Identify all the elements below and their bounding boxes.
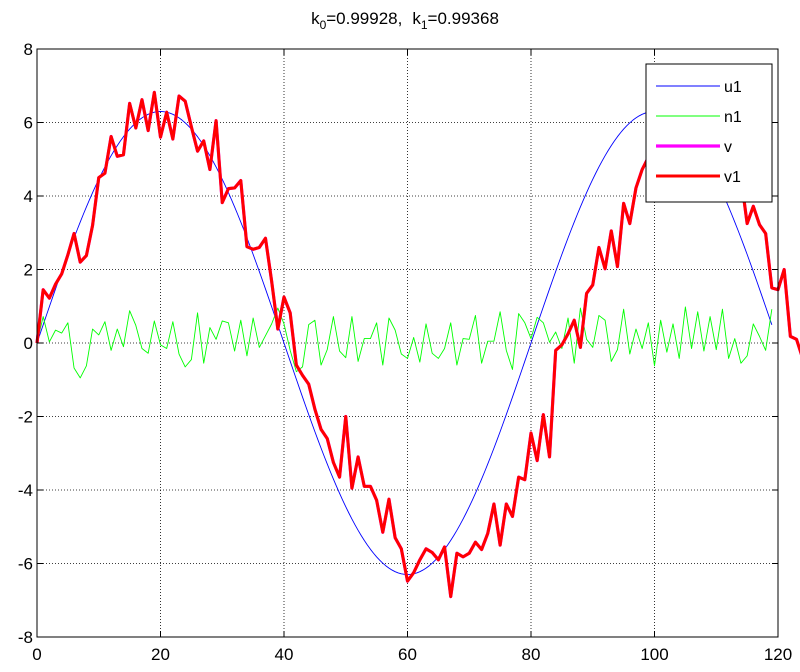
legend-box (645, 63, 773, 203)
x-tick-label: 100 (640, 645, 668, 664)
y-tick-label: -6 (18, 555, 33, 574)
legend-label-u1: u1 (724, 79, 742, 96)
legend-label-n1: n1 (724, 109, 742, 126)
x-tick-label: 60 (398, 645, 417, 664)
x-tick-label: 40 (275, 645, 294, 664)
y-tick-label: -4 (18, 481, 33, 500)
x-tick-label: 0 (32, 645, 41, 664)
title-k0-symbol: k (311, 9, 320, 28)
legend-label-v1: v1 (724, 169, 741, 186)
legend-label-v: v (724, 139, 732, 156)
x-tick-label: 120 (764, 645, 792, 664)
title-k1-symbol: k (412, 9, 421, 28)
title-k1-subscript: 1 (421, 18, 428, 32)
y-tick-label: 6 (24, 114, 33, 133)
title-k0-subscript: 0 (320, 18, 327, 32)
y-tick-label: 4 (24, 187, 33, 206)
x-tick-label: 20 (151, 645, 170, 664)
title-k1-value: =0.99368 (428, 9, 499, 28)
y-tick-label: 2 (24, 261, 33, 280)
legend: u1 n1 v v1 (645, 63, 773, 203)
legend-items: u1 n1 v v1 (656, 79, 742, 186)
y-tick-label: 0 (24, 334, 33, 353)
series-line-n1 (36, 306, 773, 379)
y-tick-label: -8 (18, 628, 33, 647)
y-tick-label: 8 (24, 40, 33, 59)
y-tick-label: -2 (18, 408, 33, 427)
chart-title: k0=0.99928, k1=0.99368 (311, 9, 499, 32)
title-k0-value: =0.99928, (326, 9, 402, 28)
x-tick-label: 80 (522, 645, 541, 664)
